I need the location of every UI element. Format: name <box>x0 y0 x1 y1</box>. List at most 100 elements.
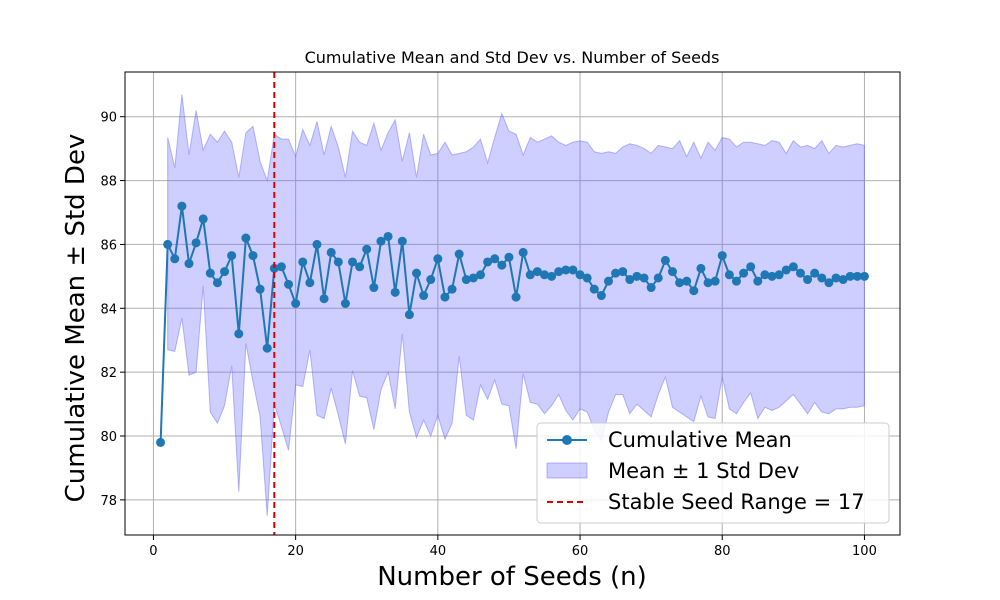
mean-point <box>227 251 237 261</box>
mean-point <box>703 278 713 288</box>
mean-point <box>589 284 599 294</box>
mean-point <box>596 291 606 301</box>
mean-point <box>682 276 692 286</box>
x-tick-label: 20 <box>287 544 304 559</box>
mean-point <box>696 263 706 273</box>
legend-label-mean: Cumulative Mean <box>608 428 792 452</box>
mean-point <box>525 270 535 280</box>
mean-point <box>397 236 407 246</box>
y-tick-label: 78 <box>100 494 117 509</box>
legend-band-swatch <box>546 462 588 479</box>
mean-point <box>810 268 820 278</box>
mean-point <box>333 257 343 267</box>
mean-point <box>305 278 315 288</box>
mean-point <box>632 271 642 281</box>
axis-ticks: 0 20 40 60 80 100 78 80 82 84 86 88 90 <box>100 111 876 559</box>
mean-point <box>205 268 215 278</box>
mean-point <box>603 276 613 286</box>
mean-point <box>767 271 777 281</box>
mean-point <box>348 257 358 267</box>
mean-point <box>689 286 699 296</box>
mean-point <box>184 259 194 269</box>
chart-title: Cumulative Mean and Std Dev vs. Number o… <box>305 48 720 67</box>
mean-point <box>739 268 749 278</box>
mean-point <box>191 238 201 248</box>
mean-point <box>817 273 827 283</box>
mean-point <box>255 284 265 294</box>
legend-label-band: Mean ± 1 Std Dev <box>608 459 799 483</box>
y-tick-label: 88 <box>100 175 117 190</box>
mean-point <box>497 260 507 270</box>
y-tick-label: 90 <box>100 111 117 126</box>
x-tick-label: 80 <box>714 544 731 559</box>
mean-point <box>376 236 386 246</box>
mean-point <box>582 273 592 283</box>
mean-point <box>539 270 549 280</box>
y-axis-label: Cumulative Mean ± Std Dev <box>61 134 91 503</box>
legend-mean-marker-swatch <box>562 435 572 445</box>
mean-point <box>362 244 372 254</box>
mean-point <box>667 267 677 277</box>
mean-point <box>724 270 734 280</box>
mean-point <box>852 271 862 281</box>
mean-point <box>312 239 322 249</box>
grid-lines <box>125 72 900 535</box>
mean-point <box>156 437 166 447</box>
mean-point <box>746 262 756 272</box>
mean-point <box>241 233 251 243</box>
mean-point <box>760 270 770 280</box>
mean-point <box>575 270 585 280</box>
x-tick-label: 100 <box>852 544 877 559</box>
mean-point <box>220 267 230 277</box>
mean-point <box>547 271 557 281</box>
mean-point <box>717 251 727 261</box>
y-tick-label: 82 <box>100 366 117 381</box>
mean-point <box>660 255 670 265</box>
mean-point <box>426 275 436 285</box>
mean-point <box>675 278 685 288</box>
mean-point <box>163 239 173 249</box>
mean-point <box>490 254 500 264</box>
y-tick-label: 80 <box>100 430 117 445</box>
mean-point <box>404 310 414 320</box>
mean-point <box>859 271 869 281</box>
mean-point <box>454 249 464 259</box>
mean-point <box>276 262 286 272</box>
mean-point <box>433 254 443 264</box>
mean-point <box>284 279 294 289</box>
mean-point <box>291 299 301 308</box>
mean-point <box>483 257 493 267</box>
legend-box <box>536 422 890 524</box>
mean-point <box>326 247 336 257</box>
x-tick-label: 60 <box>572 544 589 559</box>
mean-point <box>646 283 656 293</box>
mean-point <box>625 275 635 285</box>
mean-point <box>618 267 628 277</box>
mean-point <box>781 265 791 275</box>
mean-point <box>753 276 763 286</box>
x-tick-label: 0 <box>149 544 157 559</box>
mean-point <box>476 270 486 280</box>
mean-point <box>774 270 784 280</box>
mean-point <box>390 287 400 297</box>
x-axis-label: Number of Seeds (n) <box>377 562 647 592</box>
cumulative-mean-points <box>156 201 869 447</box>
mean-point <box>554 267 564 277</box>
mean-point <box>468 273 478 283</box>
mean-point <box>170 254 180 264</box>
plot-area-frame <box>124 71 901 536</box>
mean-point <box>838 275 848 285</box>
y-tick-label: 86 <box>100 238 117 253</box>
mean-point <box>419 291 429 301</box>
legend: Cumulative Mean Mean ± 1 Std Dev Stable … <box>536 422 890 524</box>
mean-point <box>803 275 813 285</box>
mean-point <box>319 294 329 304</box>
mean-point <box>568 265 578 275</box>
mean-point <box>653 273 663 283</box>
mean-point <box>795 268 805 278</box>
y-tick-label: 84 <box>100 302 117 317</box>
std-dev-band <box>167 94 865 516</box>
mean-point <box>369 283 379 293</box>
mean-point <box>298 257 308 267</box>
